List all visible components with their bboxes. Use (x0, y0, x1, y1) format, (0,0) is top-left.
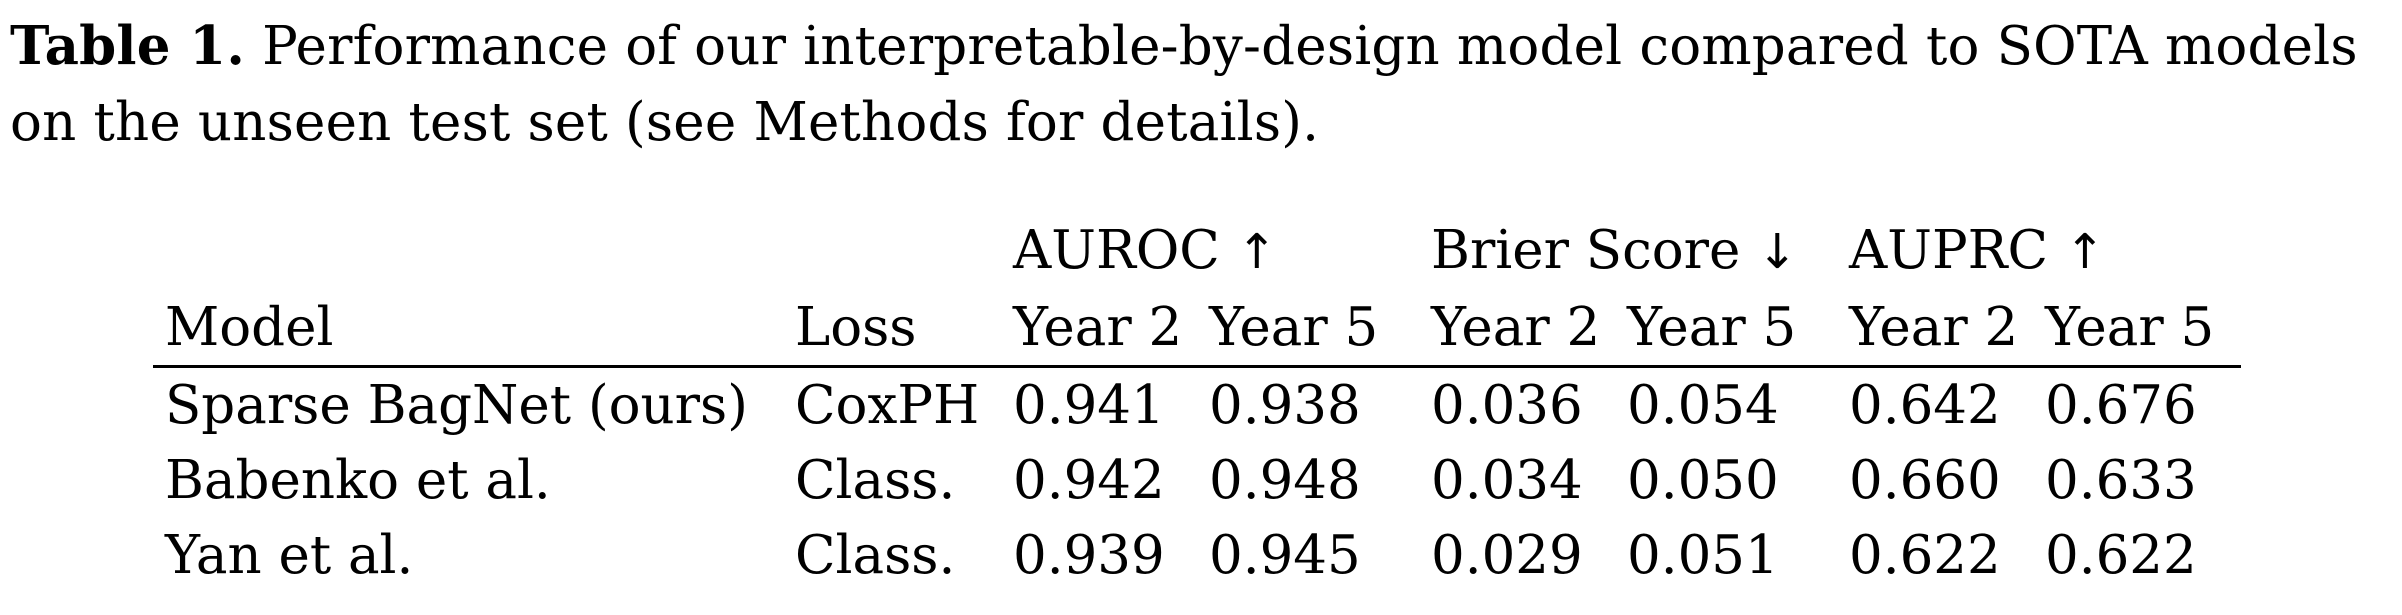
results-table: AUROC ↑ Brier Score ↓ AUPRC ↑ Model Loss… (153, 213, 2241, 593)
auroc-year2-value: 0.939 (1013, 525, 1165, 586)
column-header-loss: Loss (795, 290, 1013, 368)
caption-text-1: Performance of our interpretable-by-desi… (245, 16, 2358, 77)
column-header-brier-year2: Year 2 (1431, 290, 1627, 368)
column-header-brier-year5: Year 5 (1627, 290, 1849, 368)
group-header-label: Brier Score (1431, 220, 1741, 281)
auprc-year2-value: 0.660 (1849, 450, 2001, 511)
brier-year2-value: 0.034 (1431, 450, 1583, 511)
column-header-row: Model Loss Year 2 Year 5 Year 2 Year 5 Y… (153, 290, 2241, 368)
table-caption: Table 1. Performance of our interpretabl… (10, 8, 2395, 161)
down-arrow-icon: ↓ (1757, 224, 1798, 280)
auprc-year2-value: 0.622 (1849, 525, 2001, 586)
auroc-year2-value: 0.941 (1013, 375, 1165, 436)
column-header-auroc-year2: Year 2 (1013, 290, 1209, 368)
brier-year5-value: 0.050 (1627, 450, 1779, 511)
auroc-year5-value: 0.948 (1209, 450, 1361, 511)
table-row: Yan et al. Class. 0.939 0.945 0.029 0.05… (153, 518, 2241, 593)
caption-label: Table 1. (10, 15, 246, 77)
auroc-year5-value: 0.945 (1209, 525, 1361, 586)
column-header-model: Model (153, 290, 795, 368)
up-arrow-icon: ↑ (1236, 224, 1277, 280)
loss-type: Class. (795, 450, 956, 511)
auroc-year2-value: 0.942 (1013, 450, 1165, 511)
table-row: Sparse BagNet (ours) CoxPH 0.941 0.938 0… (153, 367, 2241, 444)
group-header-label: AUPRC (1849, 220, 2049, 281)
column-header-auprc-year5: Year 5 (2045, 290, 2241, 368)
caption-line-1: Table 1. Performance of our interpretabl… (10, 8, 2395, 85)
brier-year2-value: 0.036 (1431, 375, 1583, 436)
group-header-auroc: AUROC ↑ (1013, 213, 1431, 290)
empty-header-cell (153, 213, 795, 290)
model-name: Yan et al. (165, 525, 414, 586)
results-table-grid: AUROC ↑ Brier Score ↓ AUPRC ↑ Model Loss… (153, 213, 2241, 593)
column-header-auroc-year5: Year 5 (1209, 290, 1431, 368)
group-header-row: AUROC ↑ Brier Score ↓ AUPRC ↑ (153, 213, 2241, 290)
model-name: Sparse BagNet (ours) (165, 375, 748, 436)
auprc-year5-value: 0.676 (2045, 375, 2197, 436)
column-header-auprc-year2: Year 2 (1849, 290, 2045, 368)
up-arrow-icon: ↑ (2064, 224, 2106, 280)
loss-type: Class. (795, 525, 956, 586)
auprc-year5-value: 0.622 (2045, 525, 2197, 586)
brier-year5-value: 0.051 (1627, 525, 1779, 586)
loss-type: CoxPH (795, 375, 980, 436)
table-row: Babenko et al. Class. 0.942 0.948 0.034 … (153, 443, 2241, 518)
group-header-label: AUROC (1013, 220, 1220, 281)
auprc-year2-value: 0.642 (1849, 375, 2001, 436)
empty-header-cell (795, 213, 1013, 290)
brier-year5-value: 0.054 (1627, 375, 1779, 436)
group-header-brier: Brier Score ↓ (1431, 213, 1849, 290)
caption-line-2: on the unseen test set (see Methods for … (10, 92, 1320, 153)
auprc-year5-value: 0.633 (2045, 450, 2197, 511)
auroc-year5-value: 0.938 (1209, 375, 1361, 436)
brier-year2-value: 0.029 (1431, 525, 1583, 586)
model-name: Babenko et al. (165, 450, 551, 511)
group-header-auprc: AUPRC ↑ (1849, 213, 2241, 290)
